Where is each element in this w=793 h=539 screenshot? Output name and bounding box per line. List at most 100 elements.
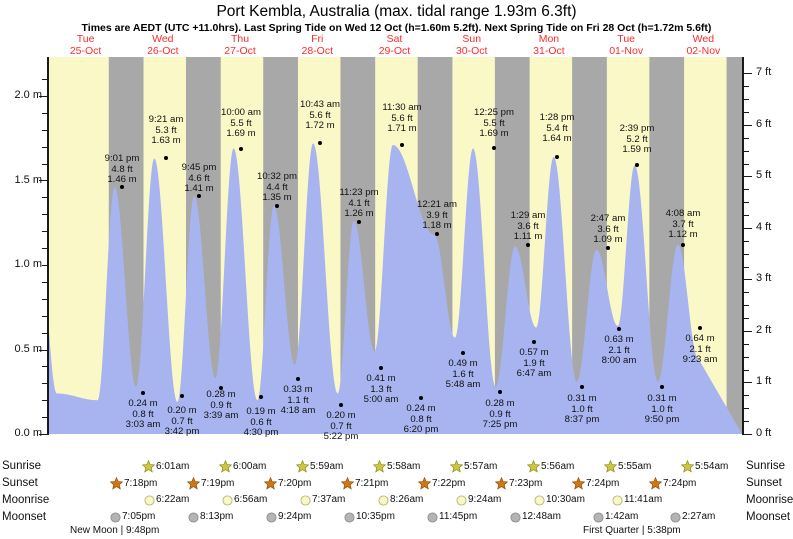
tide-extreme-marker bbox=[660, 385, 664, 389]
annotation-line-0: 1:29 am bbox=[510, 210, 546, 221]
tide-annotation-9: 12:25 pm 5.5 ft 1.69 m bbox=[449, 107, 539, 140]
annotation-line-0: 0.19 m bbox=[246, 406, 276, 417]
sunset-star-icon bbox=[572, 477, 585, 490]
day-header-3: Fri 28-Oct bbox=[279, 33, 356, 57]
y-axis-right-label-2: 5 ft bbox=[756, 169, 772, 182]
day-date: 31-Oct bbox=[533, 45, 565, 57]
tide-annotation-8: 12:21 am 3.9 ft 1.18 m bbox=[392, 199, 482, 232]
y-tick-left bbox=[42, 316, 47, 317]
moonset-time: 1:42am bbox=[605, 511, 639, 522]
day-header-7: Tue 01-Nov bbox=[588, 33, 665, 57]
Sunset-item-1: 7:19pm bbox=[187, 477, 234, 490]
Moonset-item-5: 12:48am bbox=[510, 511, 561, 524]
tide-extreme-marker bbox=[681, 243, 685, 247]
day-date: 02-Nov bbox=[686, 45, 721, 57]
tide-extreme-marker bbox=[400, 143, 404, 147]
annotation-line-1: 0.6 ft bbox=[250, 416, 272, 428]
y-tick-right bbox=[744, 395, 749, 396]
tide-curve-svg bbox=[47, 57, 742, 434]
y-axis-right-label-5: 2 ft bbox=[756, 323, 772, 336]
Moonrise-item-4: 9:24am bbox=[456, 494, 501, 507]
y-tick-left bbox=[42, 299, 47, 300]
tide-extreme-marker bbox=[197, 194, 201, 198]
tide-extreme-marker bbox=[492, 146, 496, 150]
annotation-line-2: 1.71 m bbox=[387, 123, 417, 135]
annotation-line-2: 1.69 m bbox=[479, 128, 509, 140]
tide-extreme-marker bbox=[120, 185, 124, 189]
tide-water-fill bbox=[47, 143, 742, 434]
y-axis-left bbox=[47, 57, 49, 435]
Moonset-item-7: 2:27am bbox=[670, 511, 715, 524]
annotation-line-0: 0.64 m bbox=[685, 333, 715, 344]
annotation-line-2: 1.46 m bbox=[107, 174, 137, 186]
tide-annotation-23: 0.49 m 1.6 ft 5:48 am bbox=[418, 358, 508, 391]
sunset-star-icon bbox=[649, 477, 662, 490]
tide-extreme-marker bbox=[180, 394, 184, 398]
day-of-week: Sun bbox=[462, 33, 482, 45]
y-axis-right-label-0: 7 ft bbox=[756, 66, 772, 79]
tide-extreme-marker bbox=[141, 391, 145, 395]
annotation-line-2: 5:00 am bbox=[363, 394, 399, 406]
annotation-line-0: 9:01 pm bbox=[104, 153, 140, 164]
tide-annotation-4: 10:32 pm 4.4 ft 1.35 m bbox=[232, 171, 322, 204]
y-tick-left bbox=[39, 350, 47, 351]
y-tick-right bbox=[744, 202, 749, 203]
annotation-line-0: 0.57 m bbox=[519, 347, 549, 358]
annotation-line-1: 1.1 ft bbox=[287, 394, 309, 406]
y-tick-left bbox=[42, 197, 47, 198]
astro-row-label-right-moonrise: Moonrise bbox=[746, 494, 793, 506]
y-tick-right bbox=[744, 215, 749, 216]
tide-annotation-13: 2:39 pm 5.2 ft 1.59 m bbox=[592, 123, 682, 156]
Moonrise-item-1: 6:56am bbox=[222, 494, 267, 507]
sunrise-time: 5:59am bbox=[310, 460, 344, 472]
moonrise-moon-icon bbox=[534, 494, 545, 506]
sunrise-star-icon bbox=[604, 460, 617, 473]
tide-annotation-1: 9:21 am 5.3 ft 1.63 m bbox=[121, 114, 211, 147]
Moonrise-item-0: 6:22am bbox=[144, 494, 189, 507]
tide-extreme-marker bbox=[698, 326, 702, 330]
sunrise-time: 5:55am bbox=[618, 460, 652, 472]
tide-extreme-marker bbox=[164, 156, 168, 160]
Sunrise-item-5: 5:56am bbox=[527, 460, 574, 473]
annotation-line-0: 11:23 pm bbox=[339, 187, 379, 198]
tide-annotation-2: 9:45 pm 4.6 ft 1.41 m bbox=[154, 162, 244, 195]
annotation-line-0: 11:30 am bbox=[382, 102, 422, 113]
moonset-time: 8:13pm bbox=[200, 511, 234, 522]
moonrise-moon-icon bbox=[612, 494, 623, 506]
annotation-line-1: 0.8 ft bbox=[410, 413, 432, 425]
moonset-time: 10:35pm bbox=[356, 511, 395, 522]
Moonrise-item-5: 10:30am bbox=[534, 494, 585, 507]
tide-annotation-12: 2:47 am 3.6 ft 1.09 m bbox=[563, 213, 653, 246]
moonrise-time: 6:56am bbox=[234, 494, 268, 505]
annotation-line-2: 1.26 m bbox=[344, 208, 374, 220]
astro-row-label-left-moonset: Moonset bbox=[2, 511, 47, 523]
sunset-star-icon bbox=[495, 477, 508, 490]
y-tick-left bbox=[42, 248, 47, 249]
y-tick-right bbox=[744, 267, 749, 268]
annotation-line-1: 5.3 ft bbox=[155, 124, 177, 136]
moonset-moon-icon bbox=[110, 511, 121, 523]
day-of-week: Thu bbox=[231, 33, 250, 45]
tide-annotation-18: 0.19 m 0.6 ft 4:30 pm bbox=[216, 406, 306, 439]
sunset-time: 7:20pm bbox=[278, 477, 312, 489]
annotation-line-1: 3.6 ft bbox=[517, 220, 539, 232]
y-tick-right bbox=[744, 189, 749, 190]
night-band bbox=[726, 57, 742, 434]
y-tick-right bbox=[744, 125, 752, 126]
tide-annotation-16: 0.20 m 0.7 ft 3:42 pm bbox=[137, 405, 227, 438]
y-tick-right bbox=[744, 73, 752, 74]
y-axis-left-label-2: 1.0 m bbox=[14, 258, 42, 270]
tide-extreme-marker bbox=[239, 147, 243, 151]
moonset-moon-icon bbox=[188, 511, 199, 523]
day-date: 30-Oct bbox=[455, 45, 488, 57]
annotation-line-1: 1.6 ft bbox=[452, 368, 474, 380]
annotation-line-1: 5.5 ft bbox=[230, 117, 252, 129]
day-date: 29-Oct bbox=[378, 45, 411, 57]
sunrise-star-icon bbox=[450, 460, 463, 473]
y-tick-right bbox=[744, 421, 749, 422]
y-tick-left bbox=[42, 130, 47, 131]
y-tick-left bbox=[42, 417, 47, 418]
y-tick-right bbox=[744, 228, 752, 229]
y-axis-right bbox=[742, 57, 744, 435]
annotation-line-2: 1.69 m bbox=[226, 128, 256, 140]
